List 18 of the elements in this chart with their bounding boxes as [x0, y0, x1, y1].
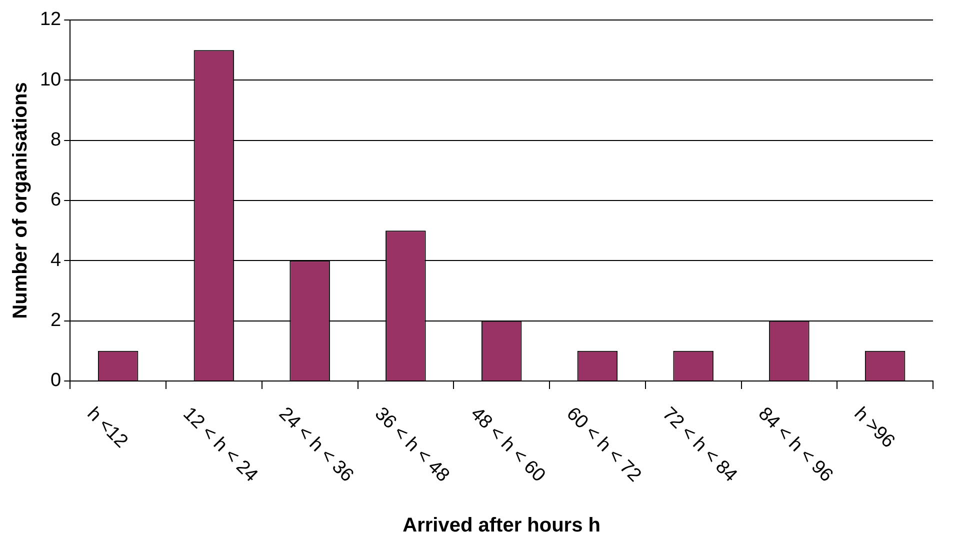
y-tick-label: 4	[50, 250, 62, 271]
x-tick-label: h >96	[850, 403, 899, 452]
y-axis-title: Number of organisations	[10, 82, 32, 319]
y-tick-label: 8	[50, 130, 62, 151]
y-tick-label: 6	[50, 190, 62, 211]
y-tick-label: 12	[40, 9, 62, 30]
x-tick-label: h <12	[82, 403, 132, 452]
x-axis-title: Arrived after hours h	[402, 514, 600, 537]
y-tick-label: 2	[50, 310, 62, 332]
x-tick-label: 24 < h < 36	[274, 403, 358, 486]
x-tick-label: 84 < h < 96	[754, 403, 837, 486]
x-tick-label: 60 < h < 72	[562, 403, 646, 486]
x-tick-label: 12 < h < 24	[178, 403, 262, 487]
x-tick-label: 36 < h < 48	[370, 403, 454, 486]
x-tick-label: 48 < h < 60	[466, 403, 550, 486]
y-tick-label: 10	[40, 69, 62, 90]
y-tick-label: 0	[50, 370, 62, 392]
x-tick-label: 72 < h < 84	[658, 403, 742, 487]
